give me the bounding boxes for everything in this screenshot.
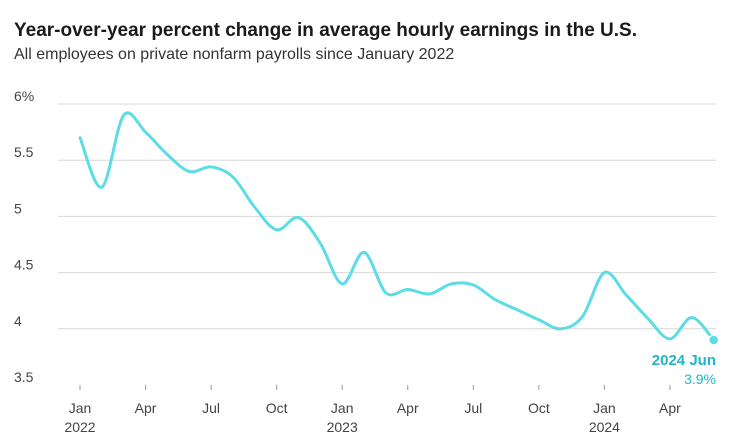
y-tick-label: 5 bbox=[14, 200, 22, 216]
chart-title: Year-over-year percent change in average… bbox=[14, 20, 638, 41]
x-tick-label: Oct bbox=[266, 400, 288, 416]
y-axis-ticks: 6% 5.5 5 4.5 4 3.5 bbox=[14, 88, 34, 385]
x-axis-ticks: Jan 2022 Apr Jul Oct Jan 2023 Apr Jul Oct Jan 2024 A… bbox=[64, 385, 681, 435]
x-tick-label: Jul bbox=[464, 400, 482, 416]
y-tick-label: 5.5 bbox=[14, 144, 34, 160]
y-tick-label: 6% bbox=[14, 88, 34, 104]
x-tick-label: Apr bbox=[135, 400, 157, 416]
x-tick-label: Apr bbox=[659, 400, 681, 416]
x-tick-year-label: 2023 bbox=[327, 419, 358, 435]
x-tick-label: Oct bbox=[528, 400, 550, 416]
y-tick-label: 4.5 bbox=[14, 257, 34, 273]
x-tick-label: Jan bbox=[331, 400, 354, 416]
x-tick-label: Jan bbox=[593, 400, 616, 416]
x-tick-label: Apr bbox=[397, 400, 419, 416]
y-tick-label: 4 bbox=[14, 313, 22, 329]
gridlines bbox=[58, 103, 716, 330]
y-tick-label: 3.5 bbox=[14, 369, 34, 385]
last-data-point bbox=[707, 334, 720, 346]
chart-subtitle: All employees on private nonfarm payroll… bbox=[14, 46, 455, 63]
x-tick-label: Jan bbox=[69, 400, 92, 416]
annotation-date-label: 2024 Jun bbox=[652, 352, 716, 369]
x-tick-year-label: 2024 bbox=[589, 419, 620, 435]
series-line bbox=[78, 111, 716, 342]
x-tick-label: Jul bbox=[202, 400, 220, 416]
annotation-value-label: 3.9% bbox=[684, 371, 716, 387]
x-tick-year-label: 2022 bbox=[64, 419, 95, 435]
